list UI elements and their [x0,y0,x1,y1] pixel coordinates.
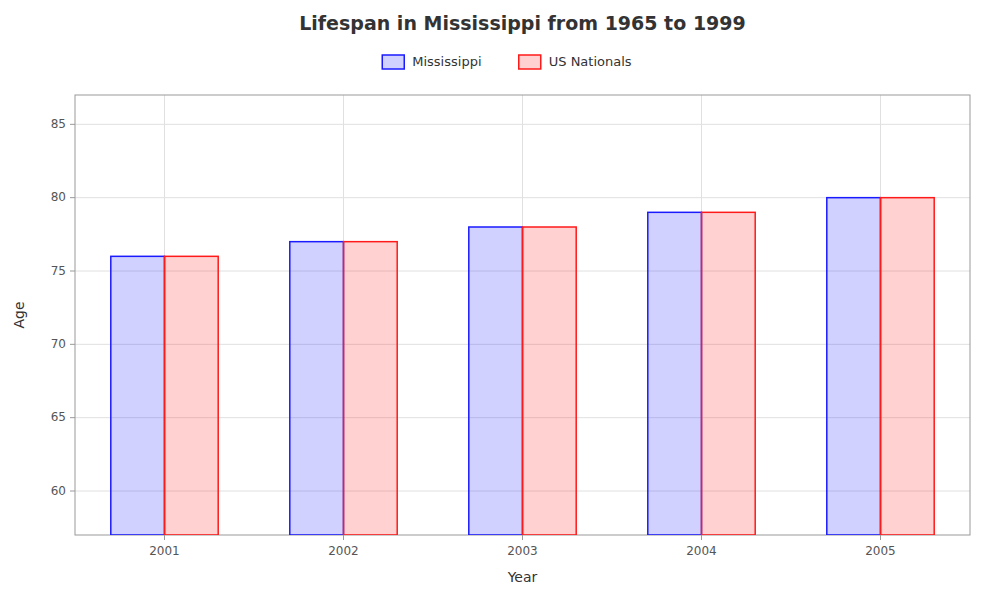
x-tick [880,535,881,540]
x-tick-label: 2001 [149,544,180,558]
bar [111,256,165,535]
legend-swatch [519,55,541,69]
title: Lifespan in Mississippi from 1965 to 199… [299,12,746,34]
bar [344,242,398,535]
y-tick [70,197,75,198]
y-tick [70,271,75,272]
y-tick-label: 70 [51,337,66,351]
bar [165,256,219,535]
legend: Mississippi US Nationals [382,54,632,70]
bar [523,227,577,535]
y-tick [70,417,75,418]
grid [75,95,970,535]
chart-svg: 60 65 70 75 80 85 2001 2002 2003 2004 2005 Lifespan… [0,0,1000,600]
x-axis-label: Year [507,569,538,585]
legend-label: Mississippi [412,54,481,69]
legend-swatch [382,55,404,69]
background [0,0,1000,600]
y-axis-label: Age [11,301,27,328]
y-tick-label: 60 [51,484,66,498]
x-tick-label: 2003 [507,544,538,558]
bar [827,198,881,535]
legend-label: US Nationals [549,54,632,69]
x-tick-label: 2004 [686,544,717,558]
y-tick [70,344,75,345]
plot-frame [75,95,970,535]
y-tick-label: 65 [51,410,66,424]
y-tick [70,124,75,125]
x-tick [522,535,523,540]
y-tick [70,491,75,492]
bar [881,198,935,535]
x-tick-label: 2005 [865,544,896,558]
bar [648,212,702,535]
chart-container: 60 65 70 75 80 85 2001 2002 2003 2004 2005 Lifespan… [0,0,1000,600]
bars [111,198,934,535]
axes: 60 65 70 75 80 85 2001 2002 2003 2004 2005 [51,117,896,558]
bar [702,212,756,535]
x-tick [343,535,344,540]
y-tick-label: 85 [51,117,66,131]
x-tick [164,535,165,540]
y-tick-label: 75 [51,264,66,278]
x-tick [701,535,702,540]
bar [469,227,523,535]
y-tick-label: 80 [51,190,66,204]
x-tick-label: 2002 [328,544,359,558]
bar [290,242,344,535]
